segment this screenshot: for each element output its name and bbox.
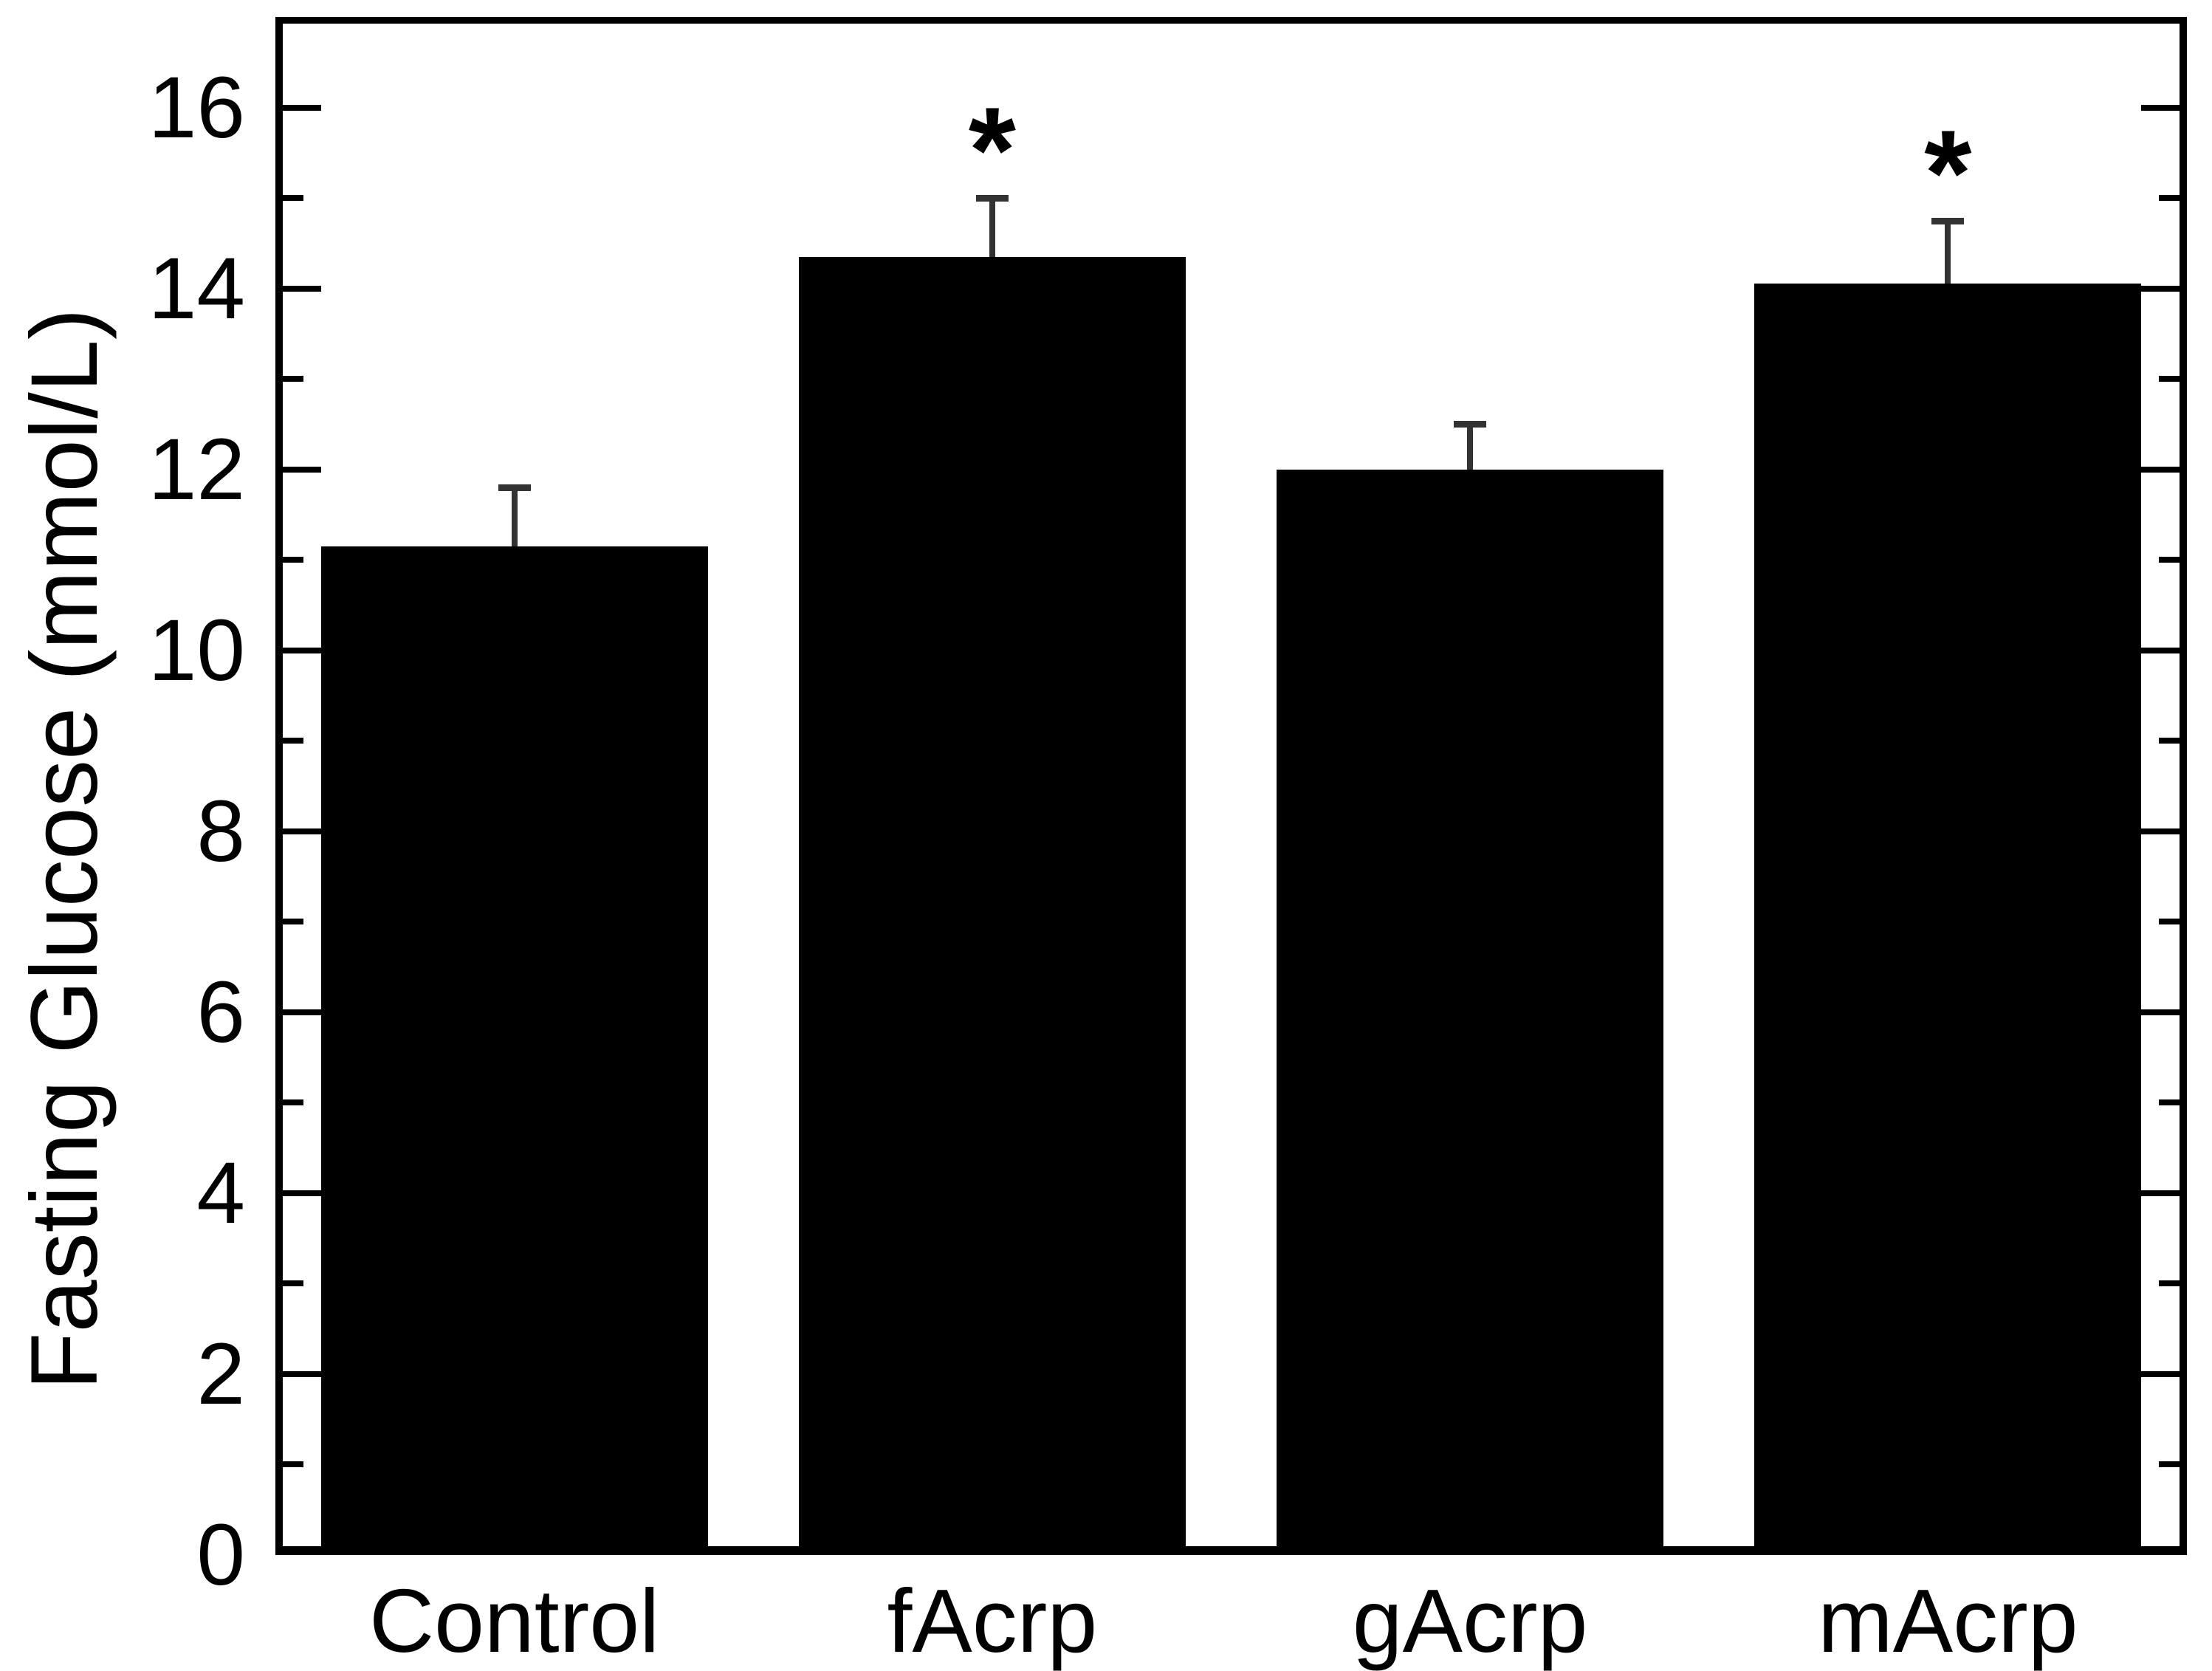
y-tick-label: 10 xyxy=(148,601,245,699)
error-bar-stem-facrp xyxy=(989,198,995,257)
y-axis-major-tick-right xyxy=(2141,285,2180,292)
y-axis-minor-tick-right xyxy=(2159,557,2180,563)
y-tick-label: 4 xyxy=(196,1144,245,1242)
error-bar-stem-control xyxy=(511,487,518,546)
x-category-label-control: Control xyxy=(368,1571,660,1671)
y-axis-minor-tick xyxy=(283,738,303,744)
y-axis-minor-tick-right xyxy=(2159,1099,2180,1106)
y-axis-major-tick-right xyxy=(2141,1009,2180,1015)
y-axis-minor-tick xyxy=(283,1461,303,1468)
x-category-label-gacrp: gAcrp xyxy=(1352,1571,1588,1671)
error-bar-cap-macrp xyxy=(1931,217,1965,224)
error-bar-cap-gacrp xyxy=(1454,421,1487,428)
y-axis-major-tick-right xyxy=(2141,1190,2180,1196)
bar-facrp xyxy=(798,256,1186,1546)
y-axis-major-tick xyxy=(283,104,321,111)
y-tick-label: 14 xyxy=(148,239,245,337)
significance-asterisk-macrp: * xyxy=(1924,104,1972,241)
y-axis-minor-tick xyxy=(283,1099,303,1106)
y-axis-minor-tick xyxy=(283,376,303,382)
y-axis-minor-tick xyxy=(283,919,303,925)
y-axis-major-tick-right xyxy=(2141,1370,2180,1377)
y-axis-major-tick xyxy=(283,466,321,473)
y-axis-major-tick-right xyxy=(2141,466,2180,473)
y-tick-label: 12 xyxy=(148,420,245,518)
y-axis-minor-tick-right xyxy=(2159,738,2180,744)
y-axis-minor-tick-right xyxy=(2159,195,2180,202)
x-category-label-macrp: mAcrp xyxy=(1818,1571,2078,1671)
significance-asterisk-facrp: * xyxy=(968,82,1016,219)
y-axis-major-tick-right xyxy=(2141,647,2180,653)
bar-gacrp xyxy=(1277,469,1664,1546)
y-axis-minor-tick-right xyxy=(2159,1280,2180,1287)
error-bar-stem-macrp xyxy=(1945,220,1951,284)
y-axis-minor-tick-right xyxy=(2159,919,2180,925)
y-tick-label: 8 xyxy=(196,782,245,880)
error-bar-cap-facrp xyxy=(975,195,1009,202)
y-axis-major-tick xyxy=(283,1009,321,1015)
y-tick-label: 2 xyxy=(196,1325,245,1423)
bar-control xyxy=(320,546,708,1546)
y-axis-minor-tick xyxy=(283,557,303,563)
error-bar-stem-gacrp xyxy=(1467,424,1474,470)
y-tick-label: 6 xyxy=(196,963,245,1061)
y-axis-minor-tick-right xyxy=(2159,1461,2180,1468)
y-axis-left-spine xyxy=(275,17,283,1555)
x-axis-bottom-spine xyxy=(275,1546,2187,1555)
plot-area: * * xyxy=(275,17,2187,1555)
plot-top-spine xyxy=(275,17,2187,24)
y-axis-minor-tick-right xyxy=(2159,376,2180,382)
y-tick-label: 16 xyxy=(148,58,245,157)
y-axis-major-tick xyxy=(283,828,321,834)
y-axis-major-tick xyxy=(283,285,321,292)
y-axis-right-spine xyxy=(2180,17,2187,1555)
bar-macrp xyxy=(1754,284,2142,1546)
y-axis-major-tick-right xyxy=(2141,104,2180,111)
y-axis-major-tick-right xyxy=(2141,828,2180,834)
error-bar-cap-control xyxy=(498,484,531,492)
x-category-label-facrp: fAcrp xyxy=(887,1571,1098,1671)
y-tick-label: 0 xyxy=(196,1506,245,1604)
y-axis-minor-tick xyxy=(283,1280,303,1287)
y-axis-major-tick xyxy=(283,1370,321,1377)
y-axis-major-tick xyxy=(283,647,321,653)
y-axis-minor-tick xyxy=(283,195,303,202)
y-axis-major-tick xyxy=(283,1190,321,1196)
